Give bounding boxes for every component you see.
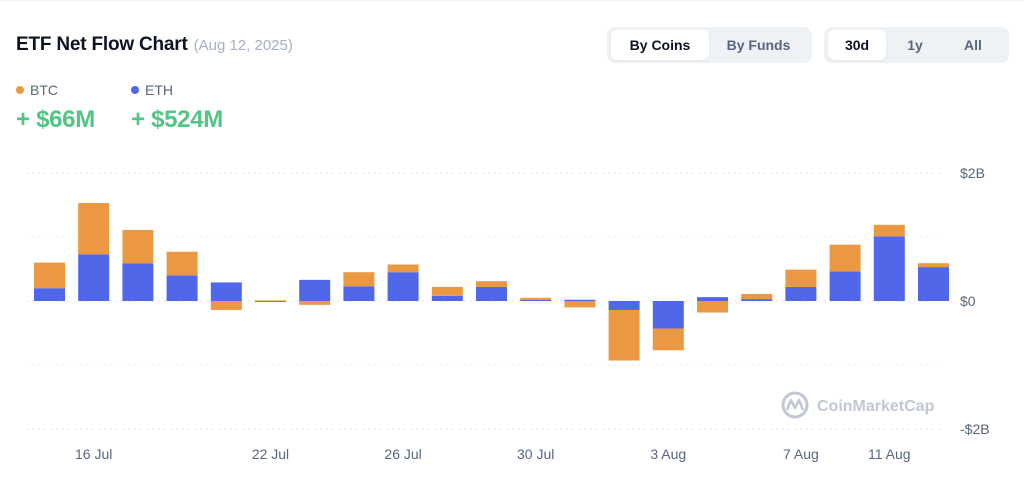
bar-btc[interactable] — [431, 286, 463, 296]
x-tick-label: 26 Jul — [384, 446, 421, 462]
bar-eth[interactable] — [785, 286, 817, 301]
legend-eth: ETH + $524M — [131, 82, 223, 134]
bar-btc[interactable] — [34, 262, 65, 289]
bar-btc[interactable] — [476, 281, 507, 287]
btc-dot-icon — [16, 86, 24, 94]
coinmarketcap-logo-icon — [781, 391, 809, 419]
bar-eth[interactable] — [210, 282, 242, 301]
chart-date: (Aug 12, 2025) — [193, 37, 293, 54]
eth-dot-icon — [131, 86, 139, 94]
legend-btc-label-row: BTC — [16, 82, 95, 98]
bar-eth[interactable] — [652, 301, 684, 329]
bar-btc[interactable] — [520, 297, 552, 300]
bar-btc[interactable] — [387, 264, 419, 273]
legend-btc-value: + $66M — [16, 106, 95, 133]
bar-btc[interactable] — [343, 272, 375, 287]
bar-btc[interactable] — [918, 263, 949, 268]
x-tick-label: 7 Aug — [783, 446, 819, 462]
bar-eth[interactable] — [343, 286, 375, 301]
bar-btc[interactable] — [785, 269, 817, 287]
bar-btc[interactable] — [829, 244, 861, 272]
x-tick-label: 11 Aug — [868, 446, 911, 462]
legend-btc: BTC + $66M — [16, 82, 95, 134]
bar-eth[interactable] — [387, 272, 419, 301]
y-tick-label: -$2B — [960, 421, 990, 437]
watermark-text: CoinMarketCap — [817, 398, 935, 415]
range-30d-button[interactable]: 30d — [828, 30, 886, 60]
x-tick-label: 22 Jul — [252, 446, 289, 462]
x-axis-ticks: 16 Jul 22 Jul 26 Jul 30 Jul 3 Aug 7 Aug 11 Aug — [75, 446, 911, 462]
watermark: CoinMarketCap — [781, 391, 935, 419]
bar-eth[interactable] — [918, 267, 949, 301]
bar-btc[interactable] — [652, 328, 684, 351]
bar-btc[interactable] — [299, 301, 331, 305]
x-tick-label: 30 Jul — [517, 446, 554, 462]
bar-btc[interactable] — [78, 203, 110, 255]
range-1y-button[interactable]: 1y — [907, 37, 923, 53]
x-tick-label: 3 Aug — [650, 446, 686, 462]
y-axis-ticks: $2B $0 -$2B — [960, 165, 990, 437]
bar-eth[interactable] — [166, 275, 198, 301]
etf-flow-chart: $2B $0 -$2B 16 Jul 22 Jul 26 Jul 30 Jul 3 Aug 7… — [26, 165, 990, 462]
legend-eth-label: ETH — [145, 82, 173, 98]
legend-eth-label-row: ETH — [131, 82, 223, 98]
bar-btc[interactable] — [608, 309, 640, 361]
page-title: ETF Net Flow Chart — [16, 34, 188, 55]
bar-btc[interactable] — [122, 229, 154, 264]
bar-eth[interactable] — [608, 301, 640, 310]
legend-eth-value: + $524M — [131, 106, 223, 133]
x-tick-label: 16 Jul — [75, 446, 112, 462]
bar-eth[interactable] — [697, 297, 728, 301]
chart-bars — [34, 203, 949, 361]
range-all-button[interactable]: All — [964, 37, 982, 53]
bar-eth[interactable] — [476, 286, 507, 301]
by-funds-button[interactable]: By Funds — [726, 37, 791, 53]
bar-btc[interactable] — [166, 251, 198, 276]
bar-btc[interactable] — [697, 301, 728, 313]
bar-btc[interactable] — [255, 300, 286, 302]
bar-eth[interactable] — [34, 288, 65, 301]
bar-eth[interactable] — [299, 279, 331, 301]
y-tick-label: $0 — [960, 293, 976, 309]
bar-btc[interactable] — [873, 224, 905, 237]
bar-eth[interactable] — [564, 299, 596, 301]
bar-eth[interactable] — [122, 263, 154, 301]
chart-header: ETF Net Flow Chart (Aug 12, 2025) — [16, 34, 293, 56]
bar-eth[interactable] — [78, 254, 110, 301]
by-coins-button[interactable]: By Coins — [611, 30, 709, 60]
y-tick-label: $2B — [960, 165, 985, 181]
view-toggle: By Coins By Funds — [607, 27, 812, 63]
bar-eth[interactable] — [829, 271, 861, 301]
bar-btc[interactable] — [564, 301, 596, 308]
bar-eth[interactable] — [255, 301, 286, 302]
bar-btc[interactable] — [210, 301, 242, 310]
bar-eth[interactable] — [431, 295, 463, 301]
bar-btc[interactable] — [741, 293, 773, 300]
bar-eth[interactable] — [741, 299, 773, 301]
bar-eth[interactable] — [520, 299, 552, 301]
legend-btc-label: BTC — [30, 82, 58, 98]
range-toggle: 30d 1y All — [824, 27, 1009, 63]
top-divider — [0, 0, 1024, 1]
bar-eth[interactable] — [873, 236, 905, 301]
